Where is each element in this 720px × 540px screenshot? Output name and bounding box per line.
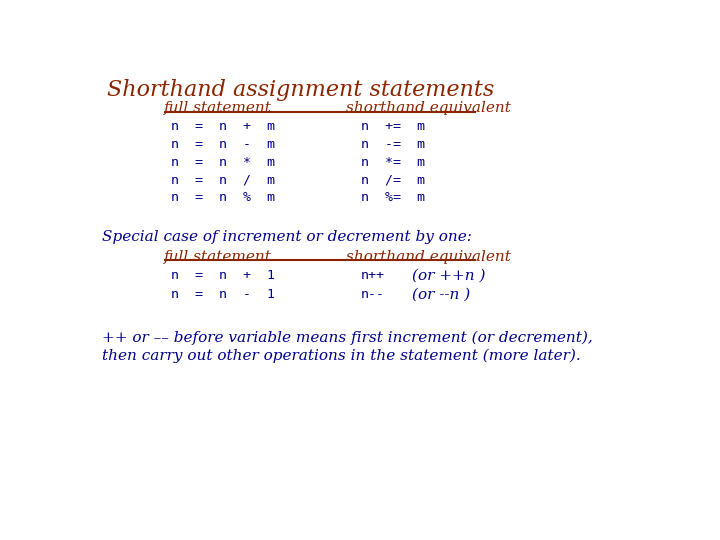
Text: n  %=  m: n %= m [361,191,426,204]
Text: then carry out other operations in the statement (more later).: then carry out other operations in the s… [102,348,580,362]
Text: Shorthand assignment statements: Shorthand assignment statements [107,79,495,100]
Text: shorthand equivalent: shorthand equivalent [346,101,510,115]
Text: shorthand equivalent: shorthand equivalent [346,249,510,264]
Text: n  =  n  -  m: n = n - m [171,138,275,151]
Text: (or ++n ): (or ++n ) [412,269,485,283]
Text: n--: n-- [361,288,385,301]
Text: n++: n++ [361,269,385,282]
Text: full statement: full statement [163,249,271,264]
Text: ++ or –– before variable means first increment (or decrement),: ++ or –– before variable means first inc… [102,330,593,345]
Text: full statement: full statement [163,101,271,115]
Text: Special case of increment or decrement by one:: Special case of increment or decrement b… [102,231,472,244]
Text: n  =  n  /  m: n = n / m [171,173,275,186]
Text: n  *=  m: n *= m [361,156,426,168]
Text: n  =  n  -  1: n = n - 1 [171,288,275,301]
Text: (or --n ): (or --n ) [412,288,470,302]
Text: n  -=  m: n -= m [361,138,426,151]
Text: n  =  n  +  m: n = n + m [171,120,275,133]
Text: n  =  n  %  m: n = n % m [171,191,275,204]
Text: n  +=  m: n += m [361,120,426,133]
Text: n  =  n  *  m: n = n * m [171,156,275,168]
Text: n  =  n  +  1: n = n + 1 [171,269,275,282]
Text: n  /=  m: n /= m [361,173,426,186]
